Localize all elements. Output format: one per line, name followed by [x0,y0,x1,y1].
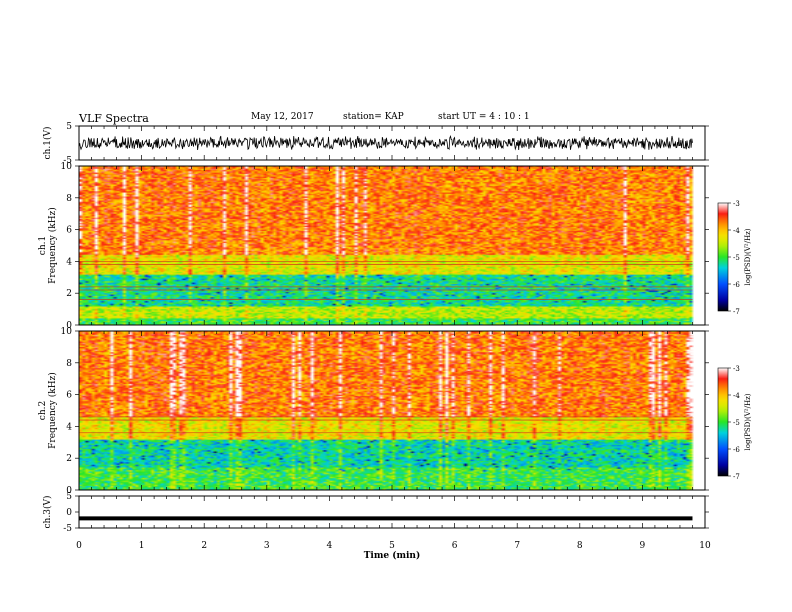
ch2-spectrogram-colorbar [717,367,729,477]
ch2-spectrogram-ytick-label-5: 10 [61,327,73,337]
ch2-spectrogram-cb-label: log(PSD)(V²/Hz) [744,393,752,450]
ch2-spectrogram-image [79,331,705,490]
ch2-spectrogram-ylabel-1: Frequency (kHz) [47,372,58,449]
time-tick-label-10: 10 [699,541,711,551]
ch1-spectrogram-cb-tick-label-3: -4 [733,227,740,235]
ch1-spectrogram-ytick-label-2: 4 [66,257,72,267]
ch2-spectrogram-cb-tick-label-0: -7 [733,473,740,481]
time-tick-label-4: 4 [327,541,333,551]
ch1-spectrogram-cb-tick-label-2: -5 [733,254,740,262]
date-label: May 12, 2017 [251,112,314,122]
ch2-spectrogram-cb-tick-label-3: -4 [733,392,740,400]
ch2-spectrogram-ytick-label-2: 4 [66,422,72,432]
ch2-spectrogram-cb-tick-label-2: -5 [733,419,740,427]
ch2-spectrogram-ylabel-0: ch.2 [38,401,48,420]
ch1-spectrogram-cb-label: log(PSD)(V²/Hz) [744,228,752,285]
ch1-spectrogram-cb-tick-label-0: -7 [733,308,740,316]
ch2-spectrogram-cb-tick-label-4: -3 [733,365,740,373]
ch1-spectrogram-ytick-label-1: 2 [66,289,72,299]
ch3-waveform-ylabel-0: ch.3(V) [42,496,53,529]
time-tick-label-5: 5 [389,541,395,551]
ch1-spectrogram-ylabel-0: ch.1 [38,236,48,255]
ch1-waveform-ytick-label-0: -5 [63,156,72,166]
time-tick-label-2: 2 [201,541,207,551]
ch2-spectrogram-ytick-label-1: 2 [66,454,72,464]
ch1-spectrogram-ytick-label-3: 6 [66,226,72,236]
time-tick-label-7: 7 [514,541,520,551]
ch1-waveform-ylabel-0: ch.1(V) [42,127,53,160]
ch1-waveform-trace [78,135,693,151]
ch1-spectrogram-ylabel-1: Frequency (kHz) [47,207,58,284]
time-tick-label-3: 3 [264,541,270,551]
ch1-waveform-ytick-label-1: 5 [66,122,72,132]
time-tick-label-1: 1 [139,541,145,551]
ch2-spectrogram-ytick-label-4: 8 [66,359,72,369]
time-tick-label-6: 6 [452,541,458,551]
ch1-spectrogram-colorbar [717,202,729,312]
time-tick-label-9: 9 [640,541,646,551]
ch2-spectrogram-cb-tick-label-1: -6 [733,446,740,454]
figure-title: VLF Spectra [79,112,149,125]
ch1-spectrogram-cb-tick-label-1: -6 [733,281,740,289]
ch2-spectrogram-ytick-label-3: 6 [66,391,72,401]
ch1-spectrogram-ytick-label-0: 0 [66,321,72,331]
time-axis-label: Time (min) [364,550,421,561]
ch1-spectrogram-cb-tick-label-4: -3 [733,200,740,208]
ch3-waveform-ytick-label-0: -5 [63,524,72,534]
ch3-waveform-ytick-label-2: 5 [66,492,72,502]
start-time-label: start UT = 4 : 10 : 1 [438,112,530,122]
ch1-spectrogram-ytick-label-4: 8 [66,194,72,204]
time-tick-label-8: 8 [577,541,583,551]
ch1-spectrogram-image [79,166,705,325]
time-tick-label-0: 0 [76,541,82,551]
station-label: station= KAP [343,112,404,122]
ch1-spectrogram-ytick-label-5: 10 [61,162,73,172]
ch2-spectrogram-ytick-label-0: 0 [66,486,72,496]
ch3-waveform-ytick-label-1: 0 [66,508,72,518]
